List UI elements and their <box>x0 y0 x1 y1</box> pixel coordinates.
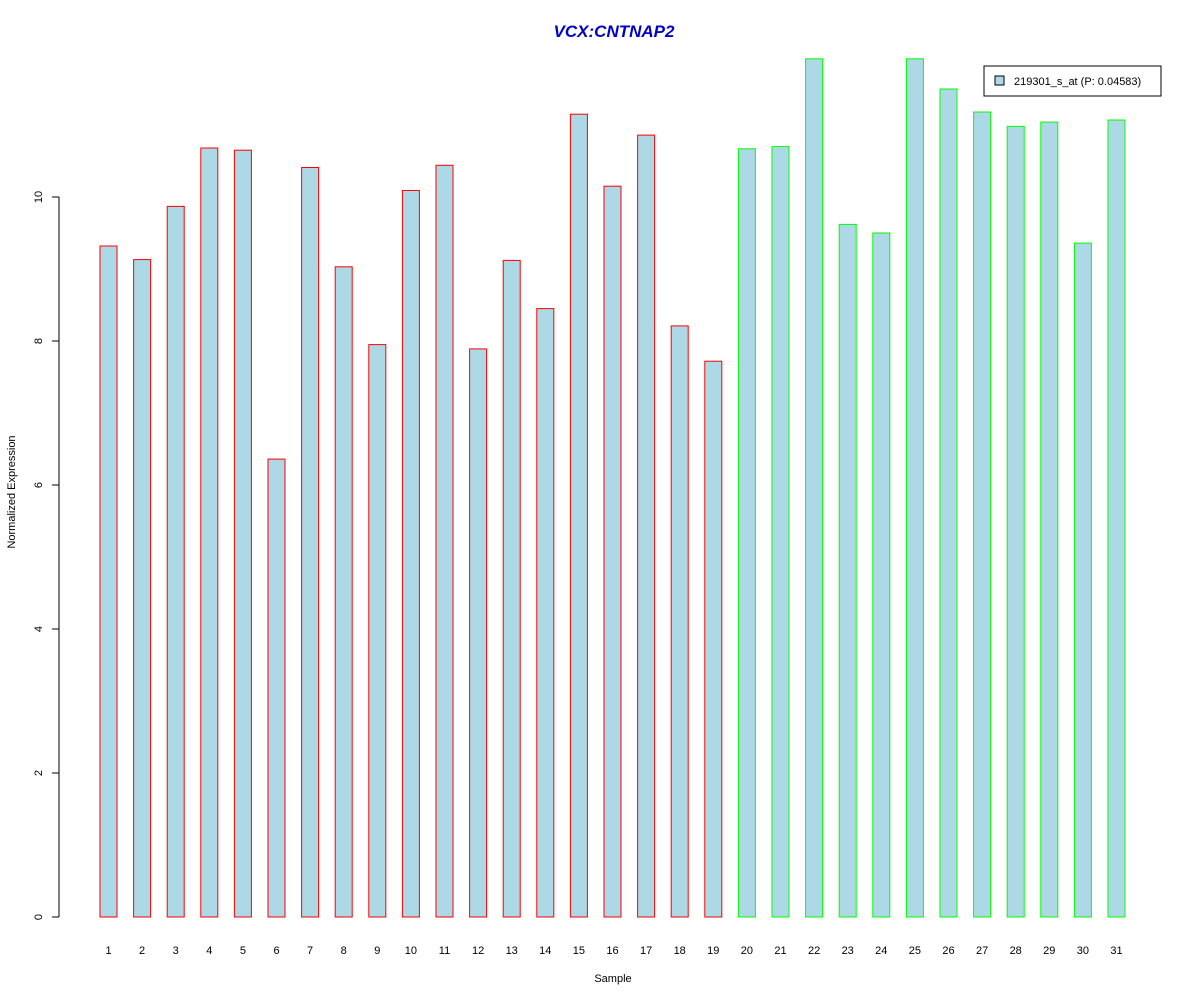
bar-sample-11 <box>435 164 454 918</box>
bar-sample-17 <box>637 134 656 918</box>
x-tick-label: 11 <box>439 945 450 957</box>
x-tick-label: 4 <box>206 945 212 957</box>
bar-sample-22 <box>805 58 824 918</box>
x-tick-label: 14 <box>539 945 551 957</box>
x-tick-label: 23 <box>842 945 854 957</box>
bar-sample-24 <box>872 232 891 918</box>
x-tick-label: 5 <box>240 945 246 957</box>
x-tick-label: 19 <box>707 945 719 957</box>
y-tick-label: 0 <box>33 914 45 920</box>
bar-sample-26 <box>939 88 958 918</box>
y-axis: 0 2 4 6 8 10 <box>33 191 60 920</box>
bar-sample-27 <box>973 111 992 918</box>
x-tick-label: 18 <box>674 945 686 957</box>
bar-sample-1 <box>99 245 118 918</box>
y-tick-label: 6 <box>33 482 45 488</box>
bar-sample-9 <box>368 344 387 918</box>
bar-sample-23 <box>838 223 857 918</box>
x-tick-label: 7 <box>307 945 313 957</box>
y-tick-label: 8 <box>33 338 45 344</box>
x-tick-label: 25 <box>909 945 921 957</box>
bar-sample-28 <box>1006 125 1025 918</box>
legend: 219301_s_at (P: 0.04583) <box>983 65 1162 97</box>
bar-sample-13 <box>502 259 521 918</box>
bar-sample-25 <box>905 58 924 918</box>
x-tick-label: 1 <box>105 945 111 957</box>
x-tick-label: 22 <box>808 945 820 957</box>
x-tick-label: 17 <box>640 945 652 957</box>
y-tick-label: 10 <box>33 191 45 203</box>
x-tick-label: 3 <box>173 945 179 957</box>
bar-sample-31 <box>1107 119 1126 918</box>
legend-swatch <box>994 75 1005 86</box>
x-tick-label: 6 <box>273 945 279 957</box>
bar-sample-14 <box>536 308 555 918</box>
x-tick-label: 29 <box>1043 945 1055 957</box>
bar-sample-15 <box>569 113 588 918</box>
bar-sample-21 <box>771 146 790 918</box>
x-tick-label: 9 <box>374 945 380 957</box>
bar-sample-4 <box>200 147 219 918</box>
bar-sample-29 <box>1040 121 1059 918</box>
x-tick-label: 16 <box>606 945 618 957</box>
y-tick-label: 4 <box>33 626 45 632</box>
x-tick-label: 26 <box>942 945 954 957</box>
bar-sample-20 <box>737 148 756 918</box>
x-tick-label: 28 <box>1010 945 1022 957</box>
x-tick-label: 8 <box>341 945 347 957</box>
x-tick-label: 13 <box>506 945 518 957</box>
x-tick-label: 24 <box>875 945 887 957</box>
x-tick-label: 15 <box>573 945 585 957</box>
bars <box>99 58 1126 918</box>
x-tick-label: 12 <box>472 945 484 957</box>
x-tick-label: 27 <box>976 945 988 957</box>
chart-title: VCX:CNTNAP2 <box>554 22 675 41</box>
bar-sample-3 <box>166 205 185 918</box>
y-tick-label: 2 <box>33 770 45 776</box>
y-axis-label: Normalized Expression <box>6 435 18 548</box>
x-tick-label: 20 <box>741 945 753 957</box>
bar-sample-6 <box>267 458 286 918</box>
bar-sample-5 <box>233 149 252 918</box>
x-tick-label: 30 <box>1077 945 1089 957</box>
bar-sample-30 <box>1073 242 1092 918</box>
bar-sample-12 <box>469 348 488 918</box>
x-axis-label: Sample <box>594 973 631 985</box>
bar-sample-16 <box>603 185 622 918</box>
bar-sample-2 <box>133 259 152 918</box>
x-tick-label: 2 <box>139 945 145 957</box>
bar-sample-19 <box>704 360 723 918</box>
bar-sample-8 <box>334 266 353 918</box>
x-tick-label: 10 <box>405 945 417 957</box>
x-tick-label: 21 <box>774 945 786 957</box>
legend-box <box>983 65 1162 97</box>
x-tick-labels: 1 2 3 4 5 6 7 8 9 10 11 12 13 14 15 16 17 18 19 20 21 22 23 24 2… <box>105 945 1122 957</box>
x-tick-label: 31 <box>1110 945 1122 957</box>
bar-sample-18 <box>670 325 689 918</box>
bar-sample-7 <box>301 167 320 918</box>
bar-sample-10 <box>401 190 420 918</box>
legend-label: 219301_s_at (P: 0.04583) <box>1014 76 1141 88</box>
